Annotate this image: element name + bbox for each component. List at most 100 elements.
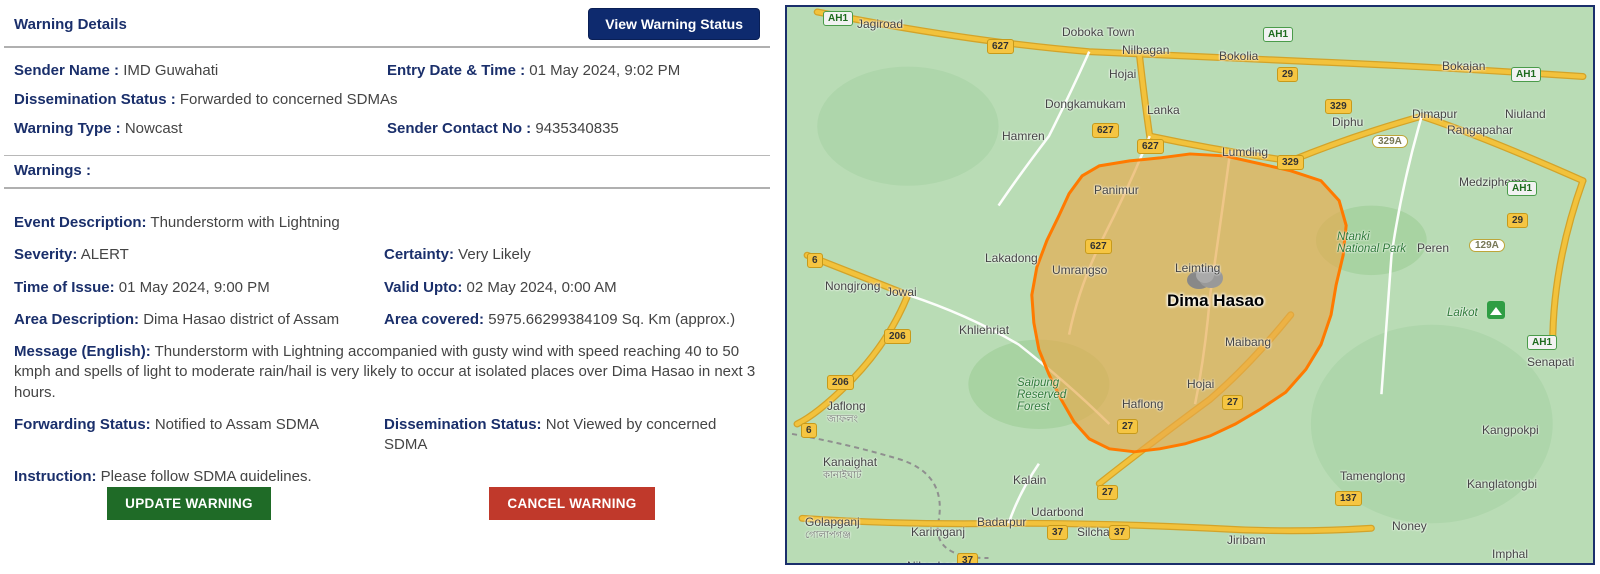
map-place-label: Kangpokpi	[1482, 423, 1539, 437]
event-description-value: Thunderstorm with Lightning	[147, 214, 340, 231]
map-place-label: Dongkamukam	[1045, 97, 1126, 111]
map-place-label: Jagiroad	[857, 17, 903, 31]
map-place-label: Lumding	[1222, 145, 1268, 159]
road-shield: 627	[987, 39, 1014, 54]
map-panel: Dima Hasao Jagiroad Doboka Town Nilbagan Bo…	[780, 0, 1600, 574]
view-warning-status-button[interactable]: View Warning Status	[588, 8, 760, 40]
certainty-label: Certainty:	[384, 246, 454, 263]
road-shield: 27	[1097, 485, 1118, 500]
map-place-label: Golapganj	[805, 515, 860, 529]
map-place-label: Nilbagan	[1122, 43, 1169, 57]
map-place-label: Hamren	[1002, 129, 1045, 143]
sender-contact-value: 9435340835	[531, 120, 619, 137]
map-place-label: Udarbond	[1031, 505, 1084, 519]
dissemination-status-label: Dissemination Status :	[14, 91, 176, 108]
map-place-label: গোলাপগঞ্জ	[805, 528, 851, 545]
instruction-label: Instruction:	[14, 468, 97, 481]
road-shield: 137	[1335, 491, 1362, 506]
instruction-value: Please follow SDMA guidelines.	[97, 468, 312, 481]
road-shield: AH2	[1517, 563, 1547, 565]
warnings-header: Warnings :	[4, 155, 770, 189]
valid-upto-label: Valid Upto:	[384, 279, 462, 296]
map-place-label: Hojai	[1109, 67, 1136, 81]
map-place-label: Jiribam	[1227, 533, 1266, 547]
road-shield: 29	[1507, 213, 1528, 228]
road-shield: AH1	[1527, 335, 1557, 350]
map-place-label: Haflong	[1122, 397, 1163, 411]
road-shield: AH1	[1263, 27, 1293, 42]
road-shield: 329A	[1372, 135, 1408, 148]
details-grid: Sender Name : IMD Guwahati Entry Date & …	[4, 48, 770, 155]
map-place-label: Nongjrong	[825, 279, 880, 293]
road-shield: AH1	[1507, 181, 1537, 196]
map-container[interactable]: Dima Hasao Jagiroad Doboka Town Nilbagan Bo…	[785, 5, 1595, 565]
map-place-label: Jaflong	[827, 399, 866, 413]
cancel-warning-button[interactable]: CANCEL WARNING	[489, 487, 654, 520]
time-of-issue-value: 01 May 2024, 9:00 PM	[115, 279, 270, 296]
road-shield: 27	[1222, 395, 1243, 410]
road-shield: 206	[827, 375, 854, 390]
map-place-label: Niuland	[1505, 107, 1546, 121]
entry-datetime-label: Entry Date & Time :	[387, 62, 525, 79]
forwarding-status-value: Notified to Assam SDMA	[151, 416, 319, 433]
road-shield: 27	[1117, 419, 1138, 434]
map-place-label: Panimur	[1094, 183, 1139, 197]
map-place-label: Lakadong	[985, 251, 1038, 265]
section-title: Warning Details	[14, 16, 127, 33]
road-shield: 29	[1277, 67, 1298, 82]
poi-laikot-icon	[1487, 301, 1505, 319]
road-shield: 627	[1137, 139, 1164, 154]
map-place-label: Bokajan	[1442, 59, 1485, 73]
map-place-label: Kalain	[1013, 473, 1046, 487]
action-row: UPDATE WARNING CANCEL WARNING	[4, 481, 770, 520]
map-place-label: Doboka Town	[1062, 25, 1135, 39]
map-place-label: Bokolia	[1219, 49, 1258, 63]
map-place-label: Khliehriat	[959, 323, 1009, 337]
map-place-label: Badarpur	[977, 515, 1026, 529]
map-place-label: SaipungReservedForest	[1017, 377, 1066, 413]
time-of-issue-label: Time of Issue:	[14, 279, 115, 296]
severity-value: ALERT	[77, 246, 128, 263]
map-place-label: Kanglatongbi	[1467, 477, 1537, 491]
road-shield: 37	[1109, 525, 1130, 540]
road-shield: 37	[957, 553, 978, 565]
road-shield: 6	[801, 423, 817, 438]
dissemination-status-value: Forwarded to concerned SDMAs	[176, 91, 398, 108]
map-place-label: কানাইঘাট	[823, 468, 862, 485]
update-warning-button[interactable]: UPDATE WARNING	[107, 487, 271, 520]
warning-type-value: Nowcast	[121, 120, 183, 137]
area-description-value: Dima Hasao district of Assam	[139, 311, 339, 328]
message-label: Message (English):	[14, 343, 151, 360]
map-place-label: Karimganj	[911, 525, 965, 539]
road-shield: 627	[1085, 239, 1112, 254]
map-place-label: Hojai	[1187, 377, 1214, 391]
map-place-label: Dimapur	[1412, 107, 1457, 121]
map-place-label: Lanka	[1147, 103, 1180, 117]
warnings-scroll-area[interactable]: Event Description: Thunderstorm with Lig…	[4, 195, 770, 481]
road-shield: AH1	[823, 11, 853, 26]
map-place-label: Peren	[1417, 241, 1449, 255]
map-place-label: Laikot	[1447, 307, 1478, 319]
district-name-label: Dima Hasao	[1167, 291, 1264, 311]
severity-label: Severity:	[14, 246, 77, 263]
road-shield: 6	[807, 253, 823, 268]
map-place-label: Senapati	[1527, 355, 1574, 369]
map-place-label: Noney	[1392, 519, 1427, 533]
warning-type-label: Warning Type :	[14, 120, 121, 137]
road-shield: AH1	[1511, 67, 1541, 82]
section-header: Warning Details View Warning Status	[4, 4, 770, 48]
map-place-label: Diphu	[1332, 115, 1363, 129]
map-place-label: Umrangso	[1052, 263, 1107, 277]
warning-details-panel: Warning Details View Warning Status Send…	[0, 0, 780, 574]
map-place-label: Imphal	[1492, 547, 1528, 561]
sender-contact-label: Sender Contact No :	[387, 120, 531, 137]
area-description-label: Area Description:	[14, 311, 139, 328]
forwarding-status-label: Forwarding Status:	[14, 416, 151, 433]
road-shield: 329	[1325, 99, 1352, 114]
area-covered-value: 5975.66299384109 Sq. Km (approx.)	[484, 311, 735, 328]
valid-upto-value: 02 May 2024, 0:00 AM	[462, 279, 616, 296]
map-place-label: Jowai	[886, 285, 917, 299]
dissemination-status2-label: Dissemination Status:	[384, 416, 542, 433]
event-description-label: Event Description:	[14, 214, 147, 231]
sender-name-label: Sender Name :	[14, 62, 119, 79]
